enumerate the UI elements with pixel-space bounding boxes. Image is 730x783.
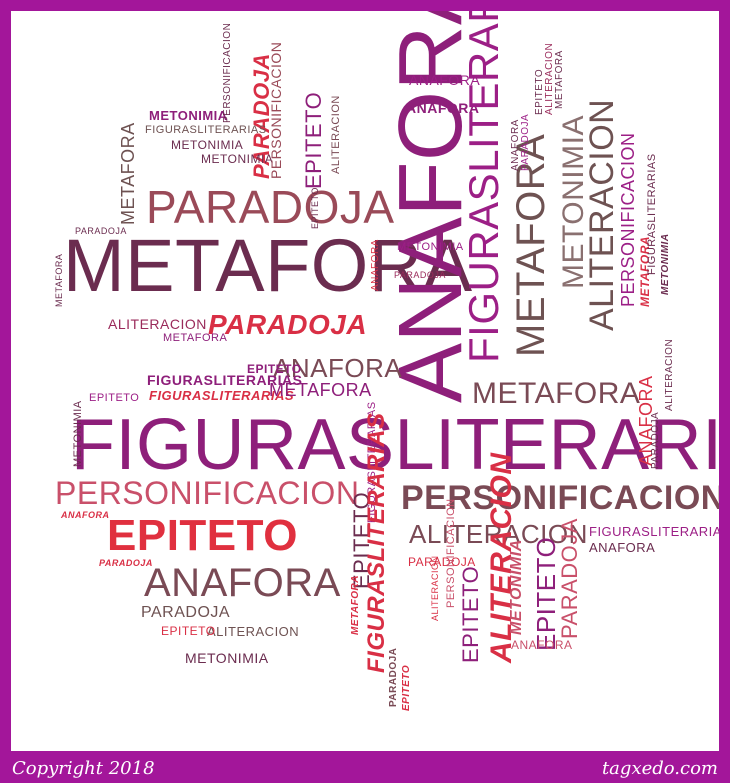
word-epiteto-2: METONIMIA — [201, 152, 274, 166]
word-epiteto-10: ANAFORA — [589, 540, 656, 555]
word-aliteracion-11: FIGURASLITERARIAS — [646, 153, 658, 275]
word-aliteracion-1: ALITERACION — [583, 98, 621, 331]
word-paradoja-8: PARADOJA — [99, 558, 153, 568]
word-anafora-10: ALITERACION — [430, 555, 440, 621]
word-metonimia-4: METONIMIA — [397, 241, 464, 253]
word-figurasliterarias-large: FIGURASLITERARIAS — [71, 405, 719, 485]
word-epiteto-5: EPITETO — [89, 392, 140, 404]
word-metonimia-5: METONIMIA — [185, 650, 269, 666]
word-anafora-7: ANAFORA — [61, 510, 110, 520]
word-metonimia-8: METAFORA — [472, 377, 641, 410]
word-metonimia-3: METONIMIA — [171, 138, 244, 152]
word-cloud-canvas: METAFORA ANAFORA FIGURASLITERARIAS PARAD… — [11, 11, 719, 751]
word-anafora-2: ANAFORA — [273, 353, 403, 383]
word-metafora-3: METAFORA — [118, 122, 138, 225]
word-figurasliterarias-7: PARADOJA — [650, 411, 661, 469]
word-metafora-11: EPITETO — [401, 664, 412, 711]
word-paradoja-4: PARADOJA — [75, 226, 127, 236]
word-anafora-11: FIGURASLITERARIAS — [363, 412, 390, 674]
word-personificacion-2: PERSONIFICACION — [222, 22, 233, 123]
word-metonimia-10: EPITETO — [458, 565, 483, 663]
word-metonimia-9: FIGURASLITERARIAS — [589, 524, 719, 539]
word-figurasliterarias-4: FIGURASLITERARIAS — [147, 372, 303, 388]
word-aliteracion-7: PERSONIFICACION — [401, 479, 719, 517]
word-epiteto-14: METAFORA — [554, 50, 565, 109]
word-aliteracion-2: ALITERACION — [330, 95, 342, 174]
word-personificacion-1: PERSONIFICACION — [618, 132, 638, 307]
word-personificacion-4: PERSONIFICACION — [55, 475, 360, 511]
word-anafora-3: ANAFORA — [406, 100, 480, 116]
word-metafora-8: ALITERACION — [409, 519, 588, 549]
word-metafora-4: METAFORA — [163, 332, 228, 344]
word-paradoja-10: METONIMIA — [508, 539, 525, 635]
word-epiteto-1: EPITETO — [301, 91, 326, 189]
copyright-text: Copyright 2018 — [12, 758, 155, 779]
word-metafora-6: METAFORA — [269, 380, 372, 400]
word-epiteto-7: EPITETO — [107, 511, 298, 560]
word-epiteto-13: ALITERACION — [664, 338, 675, 411]
word-figurasliterarias-3: FIGURASLITERARIAS — [145, 124, 267, 136]
word-paradoja-7: PARADOJA — [141, 604, 231, 621]
footer: Copyright 2018 tagxedo.com — [0, 754, 730, 783]
word-epiteto-12: PERSONIFICACION — [445, 498, 457, 608]
word-metonimia-11: EPITETO — [531, 536, 561, 651]
brand-link[interactable]: tagxedo.com — [601, 758, 718, 779]
word-metafora-10: METAFORA — [350, 575, 361, 635]
word-paradoja-11: ANAFORA — [511, 638, 573, 652]
word-metonimia-7: METONIMIA — [72, 400, 84, 467]
word-aliteracion-4: ALITERACION — [207, 624, 300, 639]
word-aliteracion-9: PARADOJA — [557, 518, 582, 639]
word-paradoja-1: PARADOJA — [146, 181, 395, 233]
word-epiteto-9: EPITETO — [161, 624, 216, 638]
word-figurasliterarias-5: FIGURASLITERARIAS — [149, 388, 294, 403]
word-paradoja-5: PARADOJA — [394, 270, 446, 280]
word-aliteracion-3: ALITERACION — [108, 316, 207, 332]
word-aliteracion-10: PARADOJA — [388, 647, 399, 707]
word-metafora-13: METONIMIA — [660, 233, 671, 295]
word-epiteto-11: PARADOJA — [408, 555, 476, 569]
word-epiteto-6: EPITETO — [247, 362, 302, 376]
word-metonimia-2: METONIMIA — [149, 108, 228, 123]
word-metafora-large: METAFORA — [63, 224, 473, 307]
word-epiteto-4: EPITETO — [310, 187, 320, 229]
word-anafora-6: ANAFORA — [144, 561, 341, 605]
word-anafora-4: ANAFORA — [409, 72, 481, 88]
word-figurasliterarias-2: FIGURASLITERARIAS — [460, 11, 507, 363]
word-metonimia-12: PARADOJA — [520, 113, 531, 171]
word-metafora-5: METAFORA — [54, 253, 64, 307]
word-anafora-5: ANAFORA — [370, 239, 381, 291]
word-personificacion-3: PERSONIFICACION — [268, 41, 284, 179]
word-paradoja-2: PARADOJA — [208, 309, 368, 340]
